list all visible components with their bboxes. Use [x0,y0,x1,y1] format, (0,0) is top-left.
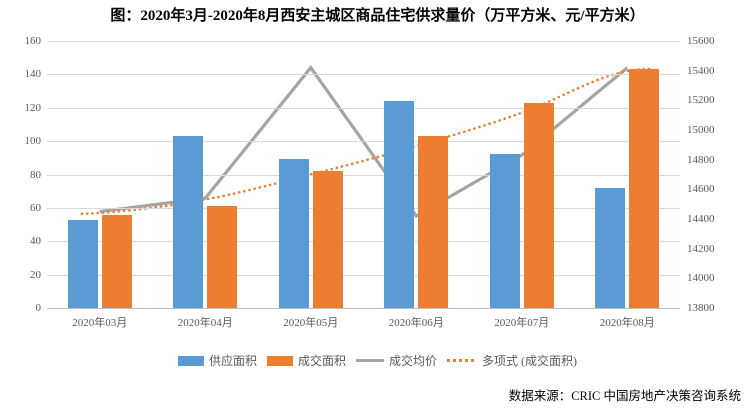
y-axis-tick-left: 120 [24,101,42,114]
legend-swatch-dotted-orange-icon [447,359,478,362]
gridline [47,207,680,209]
bar-supply[interactable] [384,101,415,308]
x-axis-line [47,308,680,309]
bar-deal[interactable] [418,136,449,308]
bar-supply[interactable] [173,136,204,308]
legend-label-deal: 成交面积 [297,354,346,368]
y-axis-tick-left: 100 [24,135,42,148]
legend-label-trendline: 多项式 (成交面积) [482,354,578,368]
y-axis-tick-right: 15200 [687,94,715,107]
bar-group [575,41,681,308]
legend-item-trendline[interactable]: 多项式 (成交面积) [447,352,577,369]
y-axis-tick-left: 140 [24,68,42,81]
gridline [47,174,680,176]
x-axis-tick: 2020年08月 [599,317,655,329]
bar-deal[interactable] [207,206,238,308]
gridline [47,141,680,143]
bar-supply[interactable] [278,159,309,308]
x-axis-tick: 2020年06月 [388,317,444,329]
y-axis-tick-right: 15000 [687,124,715,136]
legend-label-supply: 供应面积 [208,354,257,368]
bar-supply[interactable] [595,187,626,308]
bar-deal[interactable] [523,102,554,308]
bar-group [364,41,470,308]
legend-label-price: 成交均价 [389,354,438,368]
chart-legend: 供应面积 成交面积 成交均价 多项式 (成交面积) [0,352,755,369]
gridline [47,74,680,76]
y-axis-tick-right: 14200 [687,242,715,255]
y-axis-tick-left: 20 [30,268,41,281]
y-axis-tick-left: 0 [35,302,42,314]
chart-title: 图：2020年3月-2020年8月西安主城区商品住宅供求量价（万平方米、元/平方… [110,8,645,24]
x-axis-tick: 2020年03月 [72,317,128,329]
bar-deal[interactable] [101,214,132,308]
bar-supply[interactable] [67,219,98,308]
plot-area: 0 20 40 60 80 100 120 140 160 13800 14000 14200 1440… [25,35,715,329]
y-axis-tick-left: 80 [30,168,41,181]
bar-group [47,41,153,308]
legend-item-price[interactable]: 成交均价 [356,352,437,369]
y-axis-tick-left: 60 [30,201,41,214]
source-note: 数据来源：CRIC 中国房地产决策咨询系统 [508,389,741,403]
bar-group [258,41,364,308]
bar-group [153,41,259,308]
y-axis-tick-right: 14000 [687,272,715,285]
x-axis-tick: 2020年05月 [283,317,339,329]
y-axis-tick-left: 40 [30,235,41,248]
gridline [47,107,680,109]
gridline [47,274,680,276]
y-axis-tick-right: 14600 [687,183,715,196]
y-axis-tick-right: 15400 [687,64,715,77]
gridline [47,41,680,42]
y-axis-tick-right: 15600 [687,35,715,47]
bar-deal[interactable] [629,69,660,308]
x-axis-tick: 2020年07月 [494,317,550,329]
y-axis-tick-right: 14400 [687,213,715,225]
bar-group [469,41,575,308]
legend-item-deal[interactable]: 成交面积 [266,352,346,369]
y-axis-tick-left: 160 [24,35,42,47]
legend-swatch-bar-orange-icon [266,355,293,366]
legend-swatch-bar-blue-icon [177,355,204,366]
y-axis-tick-right: 13800 [687,302,715,314]
bar-deal[interactable] [312,171,343,308]
gridline [47,241,680,243]
x-axis-tick: 2020年04月 [177,317,233,329]
legend-swatch-line-gray-icon [356,359,384,362]
legend-item-supply[interactable]: 供应面积 [177,352,257,369]
y-axis-tick-right: 14800 [687,153,715,166]
bar-supply[interactable] [489,154,520,308]
